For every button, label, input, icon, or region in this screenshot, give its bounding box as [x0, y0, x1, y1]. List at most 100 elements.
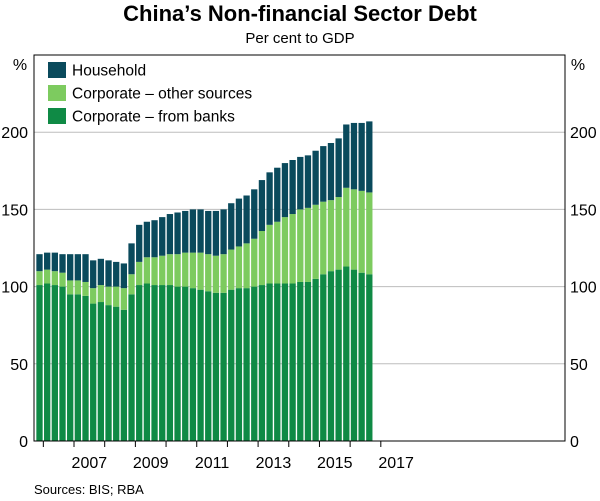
bar-segment	[350, 269, 358, 441]
bar-segment	[174, 254, 181, 287]
y-tick-label-left: 100	[1, 280, 28, 297]
bars-group	[36, 121, 373, 441]
y-axis-right: 0 50 100 150 200	[570, 125, 597, 451]
bar-segment	[67, 294, 74, 441]
y-tick-label-left: 0	[19, 434, 28, 451]
bar-segment	[120, 288, 128, 310]
bar-segment	[197, 289, 204, 441]
bar-segment	[197, 209, 204, 253]
bar-segment	[343, 187, 350, 267]
bar-segment	[97, 302, 105, 441]
bar-segment	[166, 285, 174, 441]
bar-segment	[90, 303, 97, 441]
bar-segment	[36, 271, 43, 286]
bar-segment	[151, 257, 158, 286]
bar-segment	[59, 254, 66, 273]
bar-segment	[251, 286, 258, 441]
bar-segment	[36, 285, 43, 441]
bar-segment	[258, 231, 266, 286]
bar-segment	[228, 249, 235, 290]
bar-segment	[327, 271, 335, 441]
bar-segment	[74, 294, 81, 441]
legend-label: Corporate – from banks	[72, 109, 235, 126]
bar-segment	[350, 122, 358, 190]
bar-segment	[312, 204, 319, 279]
bar-segment	[159, 285, 166, 441]
bar-segment	[182, 286, 189, 441]
bar-segment	[90, 260, 97, 289]
bar-segment	[350, 189, 358, 270]
bar-segment	[174, 286, 181, 441]
bar-segment	[281, 163, 289, 218]
bar-segment	[343, 266, 350, 441]
x-tick-label: 2009	[133, 455, 169, 472]
bar-segment	[67, 254, 74, 281]
bar-segment	[189, 252, 197, 289]
bar-segment	[327, 143, 335, 201]
bar-segment	[251, 189, 258, 239]
bar-segment	[205, 291, 212, 441]
bar-segment	[105, 260, 112, 287]
bar-segment	[44, 269, 51, 284]
bar-segment	[212, 292, 220, 441]
y-tick-label-right: 0	[570, 434, 579, 451]
y-tick-label-right: 50	[570, 357, 588, 374]
bar-segment	[51, 252, 58, 272]
bar-segment	[159, 217, 166, 256]
bar-segment	[258, 285, 266, 441]
bar-segment	[235, 198, 243, 247]
bar-segment	[44, 283, 51, 441]
bar-segment	[297, 156, 304, 210]
bar-segment	[51, 285, 58, 441]
bar-segment	[228, 289, 235, 441]
bar-segment	[220, 292, 227, 441]
x-axis-ticks: 2007 2009 2011 2013 2015 2017	[42, 441, 414, 472]
bar-segment	[297, 281, 304, 441]
bar-segment	[182, 210, 189, 253]
bar-segment	[320, 274, 327, 441]
bar-segment	[74, 254, 81, 281]
legend-swatch	[48, 108, 66, 124]
y-unit-left: %	[13, 57, 27, 74]
bar-segment	[312, 150, 319, 205]
bar-segment	[128, 243, 135, 275]
bar-segment	[189, 288, 197, 441]
bar-segment	[251, 238, 258, 287]
bar-segment	[274, 221, 281, 284]
bar-segment	[289, 214, 296, 284]
bar-segment	[44, 252, 51, 270]
bar-segment	[266, 172, 273, 225]
bar-segment	[82, 295, 89, 441]
bar-segment	[243, 243, 250, 289]
bar-segment	[59, 272, 66, 287]
bar-segment	[113, 286, 120, 307]
y-tick-label-left: 50	[10, 357, 28, 374]
legend-label: Corporate – other sources	[72, 86, 252, 103]
x-tick-label: 2011	[195, 455, 230, 472]
plot-frame	[33, 54, 566, 442]
y-tick-label-right: 100	[570, 280, 597, 297]
bar-segment	[105, 305, 112, 441]
bar-segment	[228, 203, 235, 250]
bar-segment	[220, 209, 227, 255]
x-tick-label: 2017	[378, 455, 414, 472]
y-tick-label-right: 200	[570, 125, 597, 142]
bar-segment	[197, 252, 204, 290]
bar-segment	[320, 201, 327, 275]
bar-segment	[274, 167, 281, 222]
y-unit-right: %	[571, 57, 585, 74]
bar-segment	[243, 195, 250, 244]
x-tick-label: 2007	[72, 455, 108, 472]
bar-segment	[312, 278, 319, 441]
bar-segment	[105, 286, 112, 306]
x-tick-label: 2015	[317, 455, 353, 472]
legend-swatch	[48, 62, 66, 78]
bar-segment	[97, 285, 105, 303]
bar-segment	[366, 121, 373, 193]
bar-segment	[182, 252, 189, 287]
y-tick-label-left: 150	[1, 202, 28, 219]
y-axis-left: 0 50 100 150 200	[1, 125, 28, 451]
bar-segment	[320, 146, 327, 202]
bar-segment	[327, 200, 335, 272]
bar-segment	[143, 221, 151, 258]
